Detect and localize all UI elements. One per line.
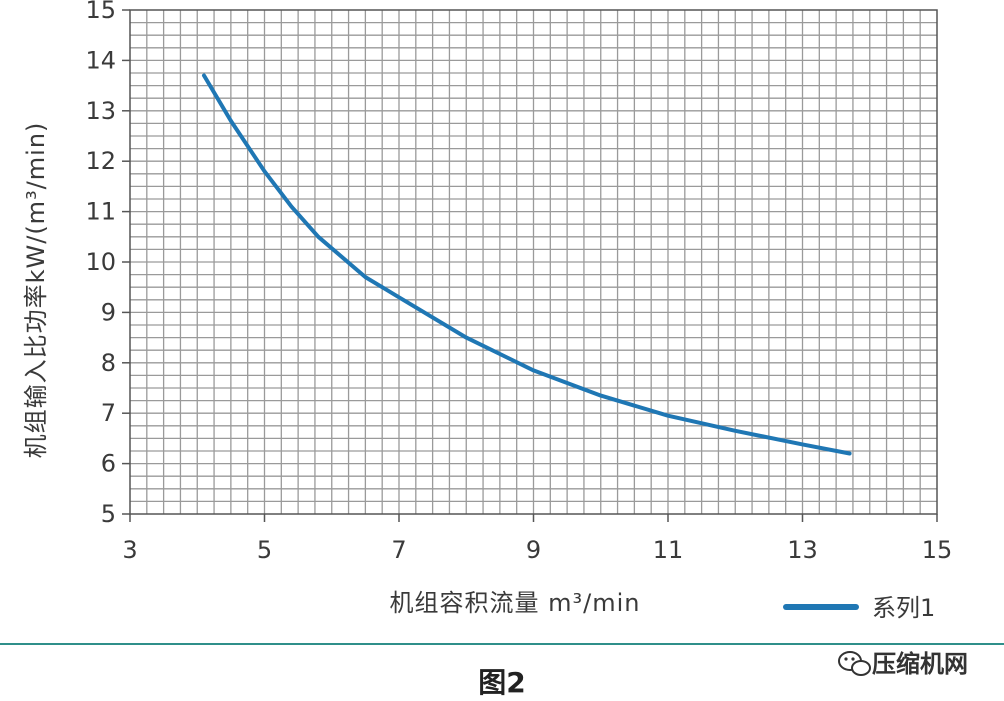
y-tick-label: 15 [85,0,116,24]
y-tick-label: 7 [101,399,116,427]
y-tick-label: 11 [85,198,116,226]
y-tick-label: 8 [101,349,116,377]
y-tick-label: 14 [85,46,116,74]
wechat-icon [838,651,871,676]
x-tick-label: 3 [122,536,137,564]
legend-label-series-1: 系列1 [872,594,935,622]
axes [122,9,938,522]
series-lines [202,73,852,456]
y-tick-label: 13 [85,97,116,125]
watermark-text: 压缩机网 [872,650,968,678]
x-axis-label: 机组容积流量 m³/min [390,589,641,617]
y-tick-label: 12 [85,147,116,175]
grid-lines [130,10,937,514]
y-tick-label: 6 [101,450,116,478]
y-tick-label: 5 [101,500,116,528]
y-tick-label: 10 [85,248,116,276]
x-tick-label: 7 [391,536,406,564]
x-tick-label: 11 [653,536,684,564]
x-tick-label: 5 [257,536,272,564]
y-tick-label: 9 [101,298,116,326]
x-tick-label: 13 [787,536,818,564]
x-tick-label: 15 [922,536,953,564]
legend: 系列1 [783,594,935,622]
y-tick-labels: 5 6 7 8 9 10 11 12 13 14 15 [85,0,116,528]
series-line-1 [202,73,852,456]
figure-caption: 图2 [478,666,525,699]
y-axis-label: 机组输入比功率kW/(m³/min) [22,122,50,459]
x-tick-label: 9 [526,536,541,564]
x-tick-labels: 3 5 7 9 11 13 15 [122,536,952,564]
watermark: 压缩机网 [838,650,968,678]
